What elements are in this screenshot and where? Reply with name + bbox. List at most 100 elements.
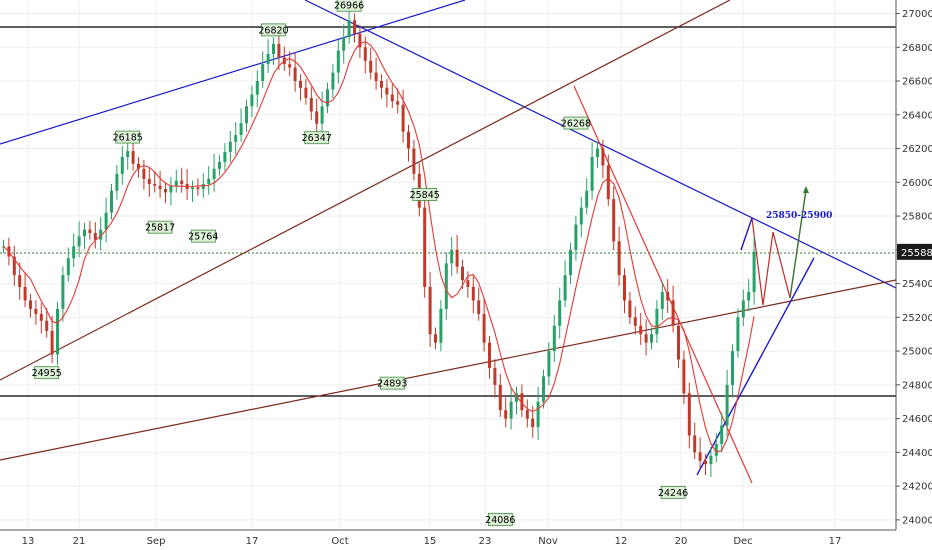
candle-body: [148, 179, 151, 184]
candle-body: [531, 419, 534, 427]
candle-body: [396, 101, 399, 104]
candle-body: [591, 157, 594, 191]
y-tick-label: 26000: [902, 178, 932, 189]
y-tick-label: 26800: [902, 43, 932, 54]
price-label: 26966: [334, 1, 364, 12]
candle-body: [628, 300, 631, 317]
candle-body: [720, 425, 723, 444]
candle-body: [547, 351, 550, 376]
candle-body: [256, 81, 259, 95]
x-tick-label: 13: [22, 536, 35, 547]
candle-body: [661, 292, 664, 309]
y-tick-label: 27000: [902, 9, 932, 20]
candle-body: [564, 275, 567, 300]
candle-body: [245, 106, 248, 123]
candle-body: [267, 54, 270, 64]
candle-body: [288, 64, 291, 67]
x-axis-bg: [0, 530, 932, 550]
x-tick-label: 23: [479, 536, 492, 547]
candle-body: [456, 250, 459, 267]
y-tick-label: 25800: [902, 212, 932, 223]
candle-body: [574, 224, 577, 249]
y-tick-label: 24800: [902, 380, 932, 391]
x-tick-label: Sep: [147, 536, 166, 547]
candle-body: [110, 191, 113, 213]
candle-body: [704, 461, 707, 464]
candle-body: [412, 149, 415, 174]
candle-body: [321, 106, 324, 123]
candle-body: [353, 20, 356, 34]
candle-body: [196, 187, 199, 189]
candle-body: [331, 73, 334, 90]
candle-body: [596, 149, 599, 157]
candle-body: [240, 123, 243, 135]
candle-body: [537, 402, 540, 427]
candle-body: [450, 250, 453, 264]
y-tick-label: 25000: [902, 347, 932, 358]
price-label: 26268: [561, 119, 591, 130]
candle-body: [18, 275, 21, 287]
candle-body: [488, 343, 491, 368]
candle-body: [88, 230, 91, 233]
candle-body: [553, 326, 556, 351]
x-tick-label: Oct: [331, 536, 348, 547]
candle-body: [407, 132, 410, 149]
x-tick-label: 12: [615, 536, 628, 547]
candle-body: [169, 186, 172, 193]
candle-body: [493, 368, 496, 385]
candle-body: [709, 456, 712, 464]
candle-body: [461, 267, 464, 281]
x-tick-label: 15: [424, 536, 437, 547]
candle-body: [655, 309, 658, 334]
candle-body: [272, 44, 275, 54]
candle-body: [261, 64, 264, 81]
candle-body: [391, 95, 394, 102]
candle-body: [688, 393, 691, 435]
candle-body: [67, 258, 70, 275]
candle-body: [78, 236, 81, 246]
candle-body: [348, 20, 351, 37]
candle-body: [634, 317, 637, 325]
candle-body: [623, 275, 626, 300]
candle-body: [434, 334, 437, 342]
candle-body: [207, 179, 210, 184]
candle-body: [499, 385, 502, 410]
candle-body: [132, 151, 135, 164]
candle-body: [645, 334, 648, 342]
candle-body: [526, 410, 529, 418]
candle-body: [380, 81, 383, 88]
candle-body: [213, 169, 216, 179]
y-tick-label: 24400: [902, 448, 932, 459]
annotation-label: 25850-25900: [766, 211, 832, 221]
x-tick-label: Nov: [538, 536, 558, 547]
candle-body: [250, 95, 253, 107]
candle-body: [693, 435, 696, 452]
price-label: 25764: [188, 232, 218, 243]
candle-body: [294, 68, 297, 82]
candle-body: [731, 351, 734, 385]
y-tick-label: 24600: [902, 414, 932, 425]
candle-body: [61, 275, 64, 309]
price-label: 26347: [302, 133, 332, 144]
candle-body: [650, 334, 653, 342]
candle-body: [277, 44, 280, 58]
candle-body: [234, 135, 237, 142]
candle-body: [34, 309, 37, 314]
candle-body: [677, 326, 680, 360]
candle-body: [483, 314, 486, 343]
candle-body: [218, 162, 221, 169]
candle-body: [175, 181, 178, 186]
candle-body: [369, 61, 372, 73]
candle-body: [612, 199, 615, 241]
x-tick-label: Dec: [733, 536, 752, 547]
x-tick-label: 17: [829, 536, 842, 547]
candle-body: [639, 326, 642, 334]
candle-body: [466, 280, 469, 287]
candle-body: [742, 300, 745, 317]
candle-body: [223, 152, 226, 162]
candle-body: [429, 287, 432, 334]
candle-body: [364, 47, 367, 61]
candle-body: [580, 208, 583, 225]
candle-body: [510, 402, 513, 419]
